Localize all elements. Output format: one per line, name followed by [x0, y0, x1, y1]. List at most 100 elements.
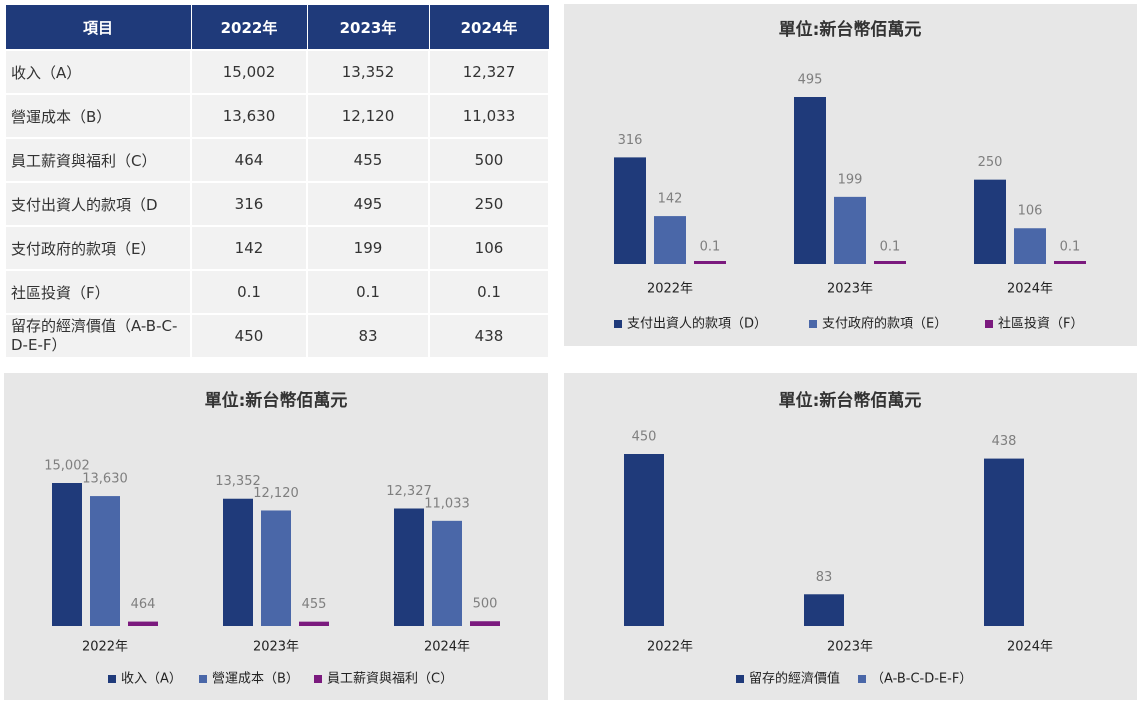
bar	[974, 179, 1006, 264]
table-row: 員工薪資與福利（C） 464 455 500	[4, 137, 550, 183]
row-label: 支付出資人的款項（D	[4, 181, 192, 227]
bar	[834, 196, 866, 264]
x-tick-label: 2023年	[253, 640, 299, 655]
bar	[794, 97, 826, 264]
bar	[128, 621, 158, 626]
cell: 12,327	[428, 49, 550, 95]
data-label: 0.1	[1060, 240, 1081, 255]
legend-label: 支付出資人的款項（D）	[627, 316, 767, 332]
table-row: 營運成本（B） 13,630 12,120 11,033	[4, 93, 550, 139]
data-label: 495	[798, 73, 823, 88]
data-label: 15,002	[44, 459, 90, 474]
cell: 13,630	[190, 93, 308, 139]
cell: 0.1	[190, 269, 308, 315]
legend-swatch	[108, 675, 116, 683]
x-tick-label: 2023年	[827, 282, 873, 297]
chart-title: 單位:新台幣佰萬元	[779, 390, 922, 411]
x-tick-label: 2022年	[82, 640, 128, 655]
data-label: 83	[816, 570, 833, 585]
cell: 13,352	[306, 49, 430, 95]
cell: 500	[428, 137, 550, 183]
cell: 250	[428, 181, 550, 227]
legend-label: 留存的經濟價值	[749, 671, 840, 687]
bar	[394, 508, 424, 626]
legend-swatch	[199, 675, 207, 683]
bar	[299, 621, 329, 626]
legend-label: 社區投資（F）	[998, 316, 1083, 332]
header-cell: 2024年	[428, 4, 550, 51]
data-label: 455	[302, 597, 327, 612]
data-label: 316	[618, 133, 643, 148]
row-label: 收入（A）	[4, 49, 192, 95]
table-row: 留存的經濟價值（A-B-C-D-E-F） 450 83 438	[4, 313, 550, 359]
x-tick-label: 2024年	[1007, 640, 1053, 655]
legend-label: 支付政府的款項（E）	[822, 316, 947, 332]
cell: 106	[428, 225, 550, 271]
cell: 199	[306, 225, 430, 271]
data-label: 13,630	[82, 472, 128, 487]
data-table: 項目 2022年 2023年 2024年 收入（A） 15,002 13,352 12,32…	[4, 4, 550, 359]
data-label: 500	[473, 597, 498, 612]
row-label: 員工薪資與福利（C）	[4, 137, 192, 183]
x-tick-label: 2024年	[1007, 282, 1053, 297]
x-tick-label: 2022年	[647, 640, 693, 655]
data-label: 0.1	[700, 240, 721, 255]
legend-swatch	[614, 320, 622, 328]
data-label: 13,352	[215, 474, 261, 489]
bar	[874, 261, 906, 264]
row-label: 營運成本（B）	[4, 93, 192, 139]
row-label: 社區投資（F）	[4, 269, 192, 315]
legend-swatch	[858, 675, 866, 683]
data-label: 12,120	[253, 486, 299, 501]
legend-swatch	[809, 320, 817, 328]
header-cell: 項目	[4, 4, 192, 51]
bar	[90, 496, 120, 626]
bar	[223, 498, 253, 626]
bar	[624, 454, 664, 626]
row-label: 支付政府的款項（E）	[4, 225, 192, 271]
bar	[654, 216, 686, 264]
table-row: 收入（A） 15,002 13,352 12,327	[4, 49, 550, 95]
table-row: 社區投資（F） 0.1 0.1 0.1	[4, 269, 550, 315]
data-label: 0.1	[880, 240, 901, 255]
table-row: 支付出資人的款項（D 316 495 250	[4, 181, 550, 227]
cell: 142	[190, 225, 308, 271]
legend-label: （A-B-C-D-E-F）	[871, 672, 972, 687]
data-label: 11,033	[424, 496, 470, 511]
bar	[1054, 261, 1086, 264]
bar	[432, 520, 462, 626]
bar	[984, 458, 1024, 626]
chart-title: 單位:新台幣佰萬元	[779, 19, 922, 40]
cell: 495	[306, 181, 430, 227]
cell: 0.1	[428, 269, 550, 315]
x-tick-label: 2022年	[647, 282, 693, 297]
data-label: 250	[978, 155, 1003, 170]
table-row: 支付政府的款項（E） 142 199 106	[4, 225, 550, 271]
bar	[614, 157, 646, 264]
data-label: 106	[1018, 204, 1043, 219]
table-body: 收入（A） 15,002 13,352 12,327 營運成本（B） 13,630 12,1…	[4, 49, 550, 359]
legend-label: 員工薪資與福利（C）	[327, 672, 453, 687]
legend-swatch	[314, 675, 322, 683]
table-header: 項目 2022年 2023年 2024年	[4, 4, 550, 51]
legend-label: 營運成本（B）	[212, 672, 299, 687]
cell: 316	[190, 181, 308, 227]
bar	[261, 510, 291, 626]
bar	[52, 483, 82, 626]
bar	[694, 261, 726, 264]
cell: 0.1	[306, 269, 430, 315]
data-label: 142	[658, 192, 683, 207]
cell: 15,002	[190, 49, 308, 95]
data-label: 199	[838, 172, 863, 187]
cell: 455	[306, 137, 430, 183]
cell: 12,120	[306, 93, 430, 139]
cell: 450	[190, 313, 308, 359]
chart-title: 單位:新台幣佰萬元	[205, 390, 348, 411]
x-tick-label: 2023年	[827, 640, 873, 655]
cell: 464	[190, 137, 308, 183]
cell: 438	[428, 313, 550, 359]
legend-swatch	[736, 675, 744, 683]
legend-label: 收入（A）	[121, 672, 182, 687]
